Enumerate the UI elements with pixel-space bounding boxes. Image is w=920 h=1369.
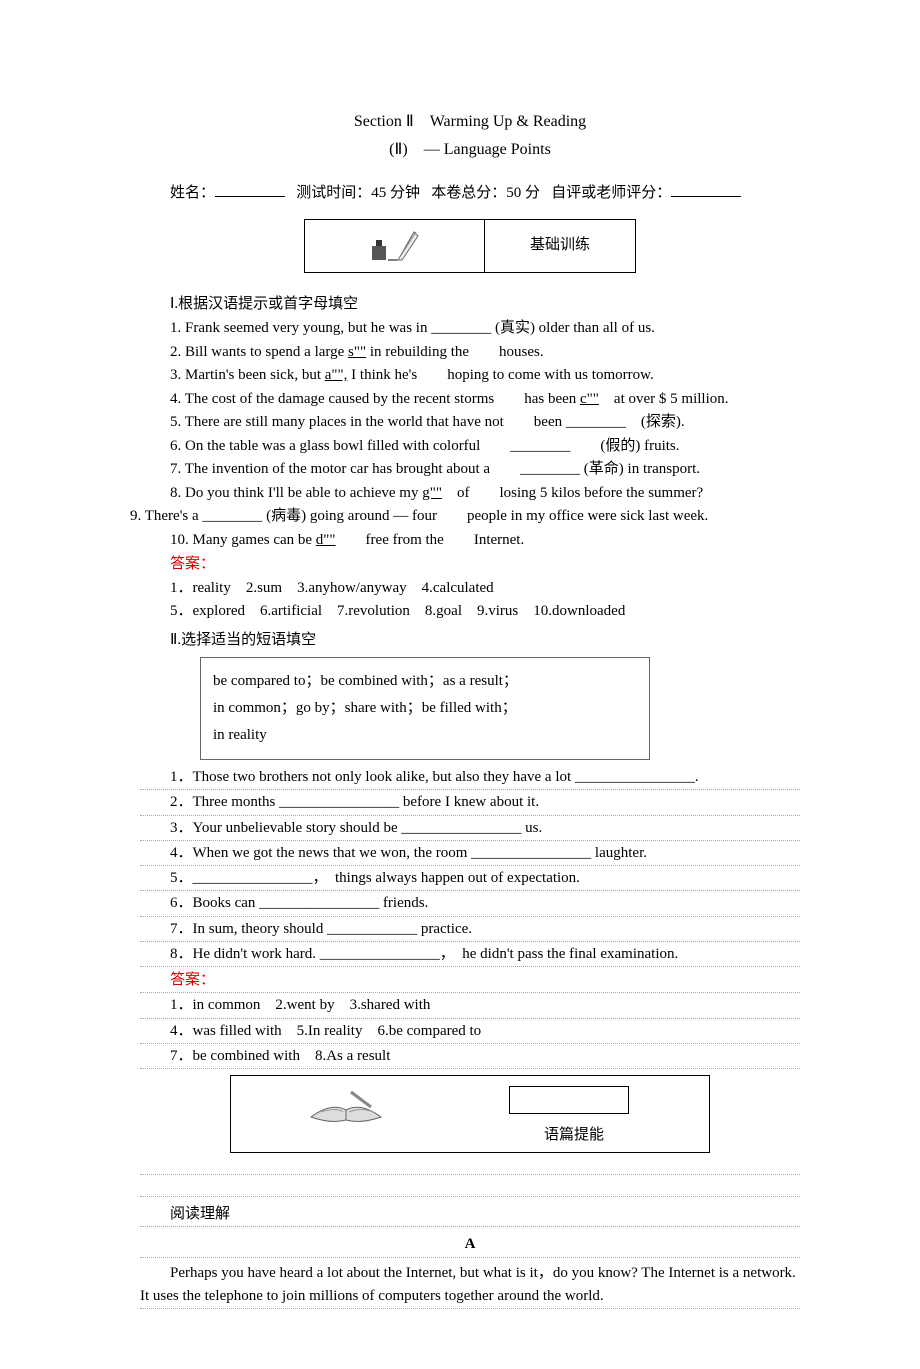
s1-q2: 2. Bill wants to spend a large s"" in re…: [140, 341, 800, 364]
s2-q6: 6．Books can ________________ friends.: [140, 892, 800, 916]
s2-q4: 4．When we got the news that we won, the …: [140, 842, 800, 866]
pencil-icon: [370, 226, 420, 266]
s2-q3: 3．Your unbelievable story should be ____…: [140, 817, 800, 841]
s2-q7: 7．In sum, theory should ____________ pra…: [140, 918, 800, 942]
phrase-box: be compared to；be combined with；as a res…: [200, 657, 650, 760]
score-line: 姓名： 测试时间：45 分钟 本卷总分：50 分 自评或老师评分：: [140, 182, 800, 205]
title-line-1: Section Ⅱ Warming Up & Reading: [140, 110, 800, 134]
reading-letter: A: [140, 1233, 800, 1257]
section1-heading: Ⅰ.根据汉语提示或首字母填空: [140, 293, 800, 316]
banner-box-1: 基础训练: [140, 219, 800, 273]
total-label: 本卷总分：50 分: [431, 185, 540, 201]
s1-q8: 8. Do you think I'll be able to achieve …: [140, 482, 800, 505]
phrase-line-3: in reality: [213, 722, 637, 749]
dotted-spacer-2: [140, 1177, 800, 1197]
book-icon: [301, 1082, 391, 1132]
reading-heading: 阅读理解: [140, 1203, 800, 1227]
s1-q9: 9. There's a ________ (病毒) going around …: [100, 505, 800, 528]
dotted-spacer-1: [140, 1155, 800, 1175]
phrase-line-2: in common；go by；share with；be filled wit…: [213, 695, 637, 722]
s1-ans-1: 1．reality 2.sum 3.anyhow/anyway 4.calcul…: [140, 577, 800, 600]
s1-q3: 3. Martin's been sick, but a"", I think …: [140, 364, 800, 387]
phrase-line-1: be compared to；be combined with；as a res…: [213, 668, 637, 695]
title-line-2: (Ⅱ) — Language Points: [140, 138, 800, 162]
s1-q4: 4. The cost of the damage caused by the …: [140, 388, 800, 411]
s1-answers-label: 答案：: [140, 553, 800, 576]
time-label: 测试时间：45 分钟: [296, 185, 420, 201]
s2-q8: 8．He didn't work hard. ________________，…: [140, 943, 800, 967]
s1-q5: 5. There are still many places in the wo…: [140, 411, 800, 434]
name-blank[interactable]: [215, 182, 285, 197]
s1-q1: 1. Frank seemed very young, but he was i…: [140, 317, 800, 340]
s2-q1: 1．Those two brothers not only look alike…: [140, 766, 800, 790]
section2-heading: Ⅱ.选择适当的短语填空: [140, 629, 800, 652]
s2-q5: 5．________________， things always happen…: [140, 867, 800, 891]
s1-ans-2: 5．explored 6.artificial 7.revolution 8.g…: [140, 600, 800, 623]
s2-answers-label: 答案：: [140, 969, 800, 993]
self-blank[interactable]: [671, 182, 741, 197]
s2-ans-2: 4．was filled with 5.In reality 6.be comp…: [140, 1020, 800, 1044]
s1-q10: 10. Many games can be d"" free from the …: [140, 529, 800, 552]
s2-ans-1: 1．in common 2.went by 3.shared with: [140, 994, 800, 1018]
s1-q7: 7. The invention of the motor car has br…: [140, 458, 800, 481]
name-label: 姓名：: [170, 185, 215, 201]
banner-label-2: 语篇提能: [544, 1124, 604, 1147]
banner-box-2: 语篇提能: [140, 1075, 800, 1153]
banner-label-1: 基础训练: [485, 220, 635, 272]
s2-ans-3: 7．be combined with 8.As a result: [140, 1045, 800, 1069]
s1-q6: 6. On the table was a glass bowl filled …: [140, 435, 800, 458]
self-label: 自评或老师评分：: [551, 185, 671, 201]
s2-q2: 2．Three months ________________ before I…: [140, 791, 800, 815]
